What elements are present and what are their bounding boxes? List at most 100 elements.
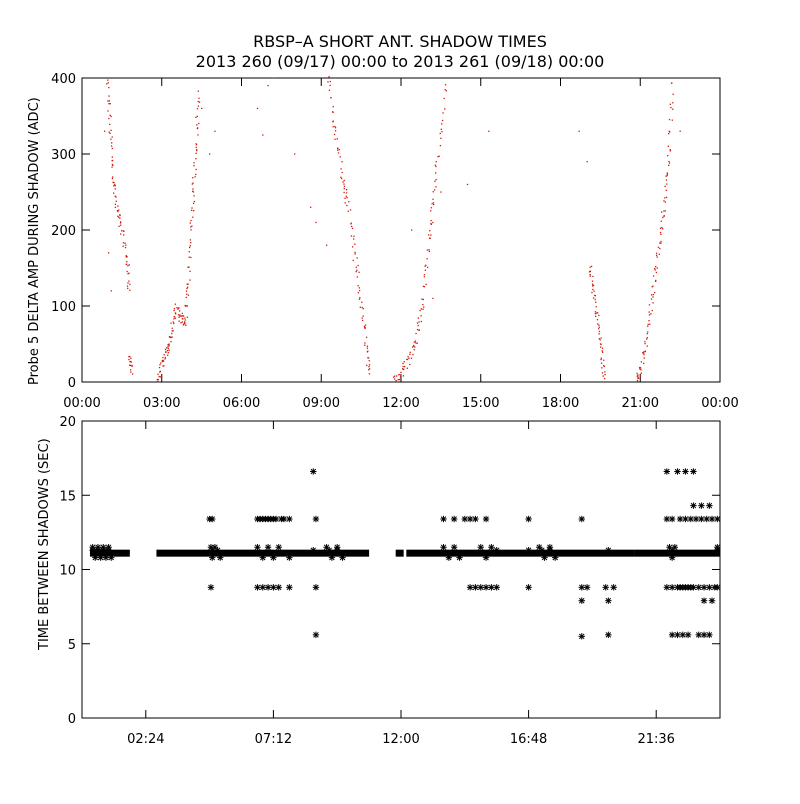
data-point bbox=[353, 238, 355, 240]
asterisk-stroke bbox=[695, 584, 702, 591]
data-point bbox=[411, 229, 413, 231]
data-point bbox=[668, 160, 670, 163]
asterisk-stroke bbox=[265, 544, 271, 550]
bottom-y-tick-label: 0 bbox=[68, 712, 76, 727]
data-point bbox=[666, 172, 669, 174]
data-point bbox=[347, 210, 349, 212]
data-point bbox=[403, 361, 405, 363]
data-point bbox=[193, 195, 195, 197]
data-point bbox=[434, 180, 436, 183]
data-point bbox=[648, 314, 651, 316]
data-point bbox=[652, 275, 655, 277]
data-point bbox=[589, 270, 591, 272]
data-point bbox=[187, 266, 189, 268]
data-point bbox=[286, 515, 293, 523]
data-point bbox=[352, 259, 354, 262]
data-point bbox=[642, 352, 644, 354]
data-point bbox=[434, 164, 437, 166]
bottom-y-tick-label: 20 bbox=[59, 415, 76, 430]
data-point bbox=[334, 130, 337, 132]
data-point bbox=[428, 250, 431, 253]
data-point bbox=[667, 133, 670, 135]
asterisk-stroke bbox=[275, 584, 282, 591]
data-point bbox=[595, 306, 597, 308]
data-point bbox=[364, 327, 366, 329]
asterisk-stroke bbox=[89, 547, 96, 553]
data-point bbox=[690, 584, 697, 591]
data-point bbox=[165, 351, 167, 353]
asterisk-stroke bbox=[477, 544, 484, 550]
data-point bbox=[642, 352, 645, 354]
data-point bbox=[654, 267, 656, 270]
data-point bbox=[663, 215, 665, 217]
data-point bbox=[589, 275, 592, 277]
data-point bbox=[131, 364, 133, 367]
data-point bbox=[115, 196, 117, 198]
data-point bbox=[334, 125, 336, 128]
data-point bbox=[430, 207, 433, 209]
asterisk-stroke bbox=[108, 554, 114, 561]
data-point bbox=[425, 264, 427, 266]
data-point bbox=[651, 309, 653, 312]
data-point bbox=[189, 270, 191, 273]
data-point bbox=[190, 229, 192, 231]
asterisk-stroke bbox=[610, 584, 617, 591]
data-point bbox=[418, 329, 420, 332]
asterisk-stroke bbox=[709, 597, 715, 604]
data-point bbox=[171, 330, 173, 332]
data-point bbox=[120, 224, 122, 226]
data-point bbox=[417, 324, 419, 327]
data-point bbox=[353, 235, 355, 237]
asterisk-stroke bbox=[286, 584, 293, 591]
data-point bbox=[637, 374, 639, 376]
data-point bbox=[171, 327, 173, 329]
top-x-tick-label: 18:00 bbox=[542, 396, 579, 411]
asterisk-stroke bbox=[706, 632, 713, 638]
data-point bbox=[466, 515, 474, 523]
data-point bbox=[644, 342, 646, 345]
data-point bbox=[198, 122, 200, 125]
data-point bbox=[127, 282, 129, 284]
data-point bbox=[195, 116, 197, 119]
data-point bbox=[604, 371, 606, 373]
data-point bbox=[423, 306, 425, 308]
data-point bbox=[264, 584, 272, 591]
data-point bbox=[604, 377, 606, 380]
data-point bbox=[654, 280, 657, 283]
data-point bbox=[174, 317, 177, 319]
data-point bbox=[184, 322, 186, 324]
data-point bbox=[267, 85, 269, 87]
data-point bbox=[115, 200, 117, 202]
asterisk-stroke bbox=[674, 468, 681, 475]
chart-subtitle: 2013 260 (09/17) 00:00 to 2013 261 (09/1… bbox=[195, 52, 605, 71]
bottom-x-tick-label: 12:00 bbox=[382, 732, 419, 747]
data-point bbox=[161, 375, 163, 377]
data-point bbox=[643, 351, 645, 353]
data-point bbox=[328, 89, 331, 91]
data-point bbox=[426, 258, 428, 260]
data-point bbox=[161, 360, 164, 363]
data-point bbox=[676, 515, 684, 523]
data-point bbox=[589, 273, 591, 276]
data-point bbox=[344, 197, 346, 199]
data-point bbox=[172, 330, 174, 332]
data-point bbox=[430, 234, 432, 236]
data-point bbox=[126, 270, 128, 273]
data-point bbox=[192, 182, 194, 184]
data-point bbox=[366, 347, 369, 349]
data-point bbox=[594, 312, 597, 315]
data-point bbox=[186, 287, 188, 290]
data-point bbox=[181, 321, 183, 323]
data-point bbox=[168, 343, 170, 345]
asterisk-stroke bbox=[217, 554, 223, 561]
asterisk-stroke bbox=[477, 584, 484, 591]
data-point bbox=[407, 356, 409, 358]
data-point bbox=[429, 230, 431, 232]
data-point bbox=[647, 325, 649, 327]
data-point bbox=[329, 84, 331, 87]
asterisk-stroke bbox=[698, 516, 705, 522]
data-point bbox=[339, 156, 341, 158]
data-point bbox=[170, 340, 172, 343]
data-point bbox=[312, 515, 320, 523]
data-point bbox=[482, 554, 490, 561]
